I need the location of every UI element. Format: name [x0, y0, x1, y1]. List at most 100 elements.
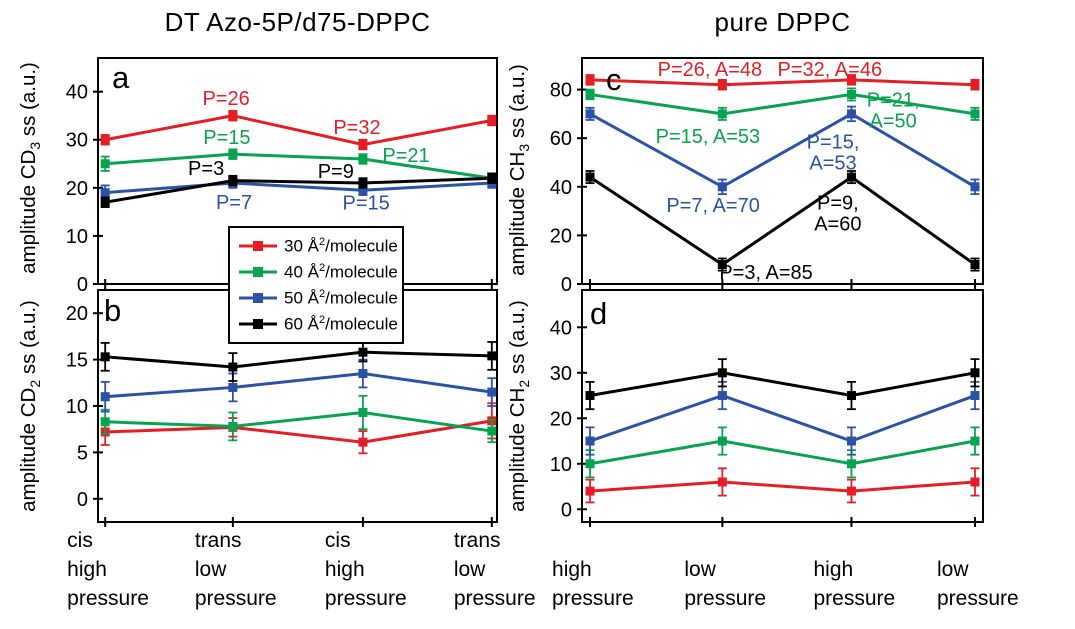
- data-point-marker: [970, 109, 980, 119]
- legend-label-part: /molecule: [325, 314, 398, 334]
- y-tick-label: 0: [561, 499, 572, 521]
- y-tick-label: 40: [550, 317, 572, 339]
- series-line: [104, 176, 492, 204]
- legend-item: 30 Å2/molecule: [239, 234, 398, 259]
- data-point-marker: [585, 172, 595, 182]
- legend-label-part: 30 Å: [284, 236, 319, 256]
- series-line: [105, 152, 493, 180]
- data-point-marker: [717, 368, 727, 378]
- data-point-marker: [970, 182, 980, 192]
- y-tick-label: 5: [77, 442, 88, 464]
- legend: 30 Å2/molecule 40 Å2/molecule 50 Å2/molecu…: [228, 226, 404, 344]
- annotation: P=7, A=70: [666, 195, 759, 217]
- annotation: P=32, A=46: [778, 59, 883, 81]
- data-point-marker: [228, 176, 238, 186]
- data-point-marker: [487, 426, 497, 436]
- annotation: P=21, A=50: [867, 89, 920, 132]
- data-point-marker: [846, 391, 856, 401]
- data-point-marker: [358, 140, 368, 150]
- data-point-marker: [228, 362, 238, 372]
- data-point-marker: [228, 382, 238, 392]
- data-point-marker: [717, 391, 727, 401]
- data-point-marker: [585, 109, 595, 119]
- panel-c-border: [581, 57, 984, 285]
- series-line: [105, 410, 493, 433]
- y-tick-label: 30: [550, 363, 572, 385]
- annotation: P=7: [216, 192, 252, 214]
- y-tick-label: 60: [550, 128, 572, 150]
- data-point-marker: [358, 185, 368, 195]
- legend-label: 50 Å2/molecule: [284, 288, 398, 309]
- legend-label-part: 2: [318, 313, 326, 326]
- y-tick-label: 20: [550, 408, 572, 430]
- legend-label-part: 50 Å: [284, 288, 319, 308]
- series-line: [589, 78, 976, 87]
- legend-marker-icon: [239, 293, 277, 303]
- annotation: P=9, A=60: [814, 193, 861, 236]
- data-point-marker: [358, 154, 368, 164]
- data-point-marker: [358, 407, 368, 417]
- data-point-marker: [228, 149, 238, 159]
- data-point-marker: [970, 391, 980, 401]
- data-point-marker: [585, 486, 595, 496]
- panel-letter-c: c: [606, 62, 622, 97]
- annotation: P=15, A=53: [807, 132, 860, 175]
- panel-letter-d: d: [590, 296, 608, 331]
- annotation: P=26: [202, 88, 249, 110]
- annotation: P=15: [203, 127, 250, 149]
- annotation: P=26, A=48: [658, 59, 763, 81]
- series-line: [589, 112, 976, 189]
- data-point-marker: [717, 80, 727, 90]
- legend-label: 60 Å2/molecule: [284, 314, 398, 335]
- legend-marker-square: [253, 293, 263, 303]
- annotation: P=3, A=85: [719, 262, 812, 284]
- legend-marker-square: [253, 319, 263, 329]
- data-point-marker: [846, 89, 856, 99]
- panel-d-border: [581, 289, 984, 523]
- y-tick-label: 20: [550, 225, 572, 247]
- data-point-marker: [585, 75, 595, 85]
- data-point-marker: [717, 109, 727, 119]
- y-tick-label: 10: [66, 226, 88, 248]
- legend-label-part: /molecule: [325, 236, 398, 256]
- y-tick-label: 40: [550, 177, 572, 199]
- data-point-marker: [100, 197, 110, 207]
- y-tick-label: 0: [77, 489, 88, 511]
- series-line: [105, 181, 492, 195]
- annotation: P=15, A=53: [656, 126, 761, 148]
- legend-label-part: 60 Å: [284, 314, 319, 334]
- data-point-marker: [487, 173, 497, 183]
- series-line: [589, 480, 976, 493]
- legend-label-part: /molecule: [325, 262, 398, 282]
- data-point-marker: [487, 351, 497, 361]
- data-point-marker: [717, 260, 727, 270]
- legend-marker-icon: [239, 319, 277, 329]
- data-point-marker: [100, 188, 110, 198]
- data-point-marker: [358, 369, 368, 379]
- data-point-marker: [100, 135, 110, 145]
- data-point-marker: [846, 109, 856, 119]
- series-line: [589, 439, 976, 466]
- y-tick-label: 10: [66, 396, 88, 418]
- data-point-marker: [846, 75, 856, 85]
- annotation: P=15: [342, 193, 389, 215]
- legend-label-part: 2: [318, 261, 326, 274]
- legend-marker-icon: [239, 241, 277, 251]
- series-line: [105, 350, 492, 369]
- data-point-marker: [100, 159, 110, 169]
- data-point-marker: [717, 436, 727, 446]
- series-line: [589, 393, 976, 443]
- data-point-marker: [358, 178, 368, 188]
- series-line: [589, 92, 976, 116]
- legend-label: 40 Å2/molecule: [284, 262, 398, 283]
- annotation: P=3: [188, 158, 224, 180]
- series-line: [589, 371, 976, 398]
- data-point-marker: [970, 436, 980, 446]
- data-point-marker: [717, 477, 727, 487]
- left-column-title: DT Azo-5P/d75-DPPC: [164, 7, 431, 37]
- data-point-marker: [228, 421, 238, 431]
- panel-letter-b: b: [104, 293, 122, 328]
- data-point-marker: [970, 260, 980, 270]
